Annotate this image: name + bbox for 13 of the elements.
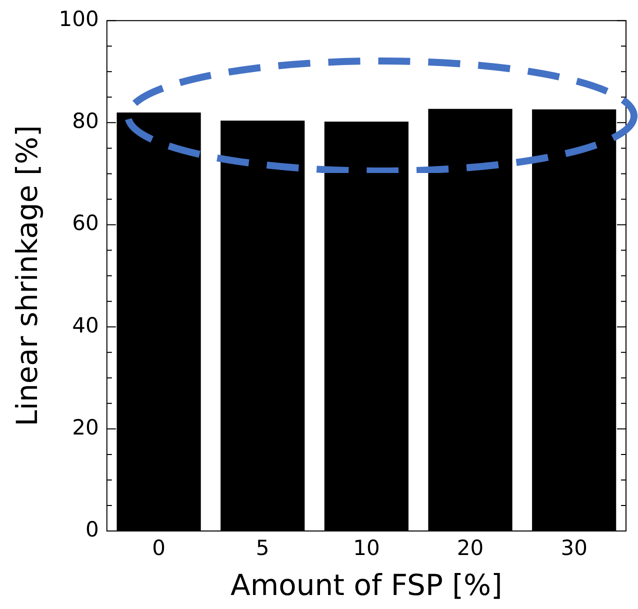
x-tick-label: 10 <box>353 536 380 560</box>
y-tick-label: 60 <box>72 211 99 236</box>
x-tick-label: 0 <box>152 536 166 560</box>
x-axis-title: Amount of FSP [%] <box>230 568 502 602</box>
x-tick-label: 30 <box>560 536 588 560</box>
y-tick-label: 80 <box>72 109 99 134</box>
y-tick-label: 0 <box>86 517 99 542</box>
y-tick-label: 40 <box>72 313 99 338</box>
y-axis-title: Linear shrinkage [%] <box>10 125 44 426</box>
y-tick-label: 100 <box>58 7 99 32</box>
x-tick-label: 20 <box>456 536 484 560</box>
y-tick-label: 20 <box>72 415 99 440</box>
x-tick-label: 5 <box>256 536 270 560</box>
